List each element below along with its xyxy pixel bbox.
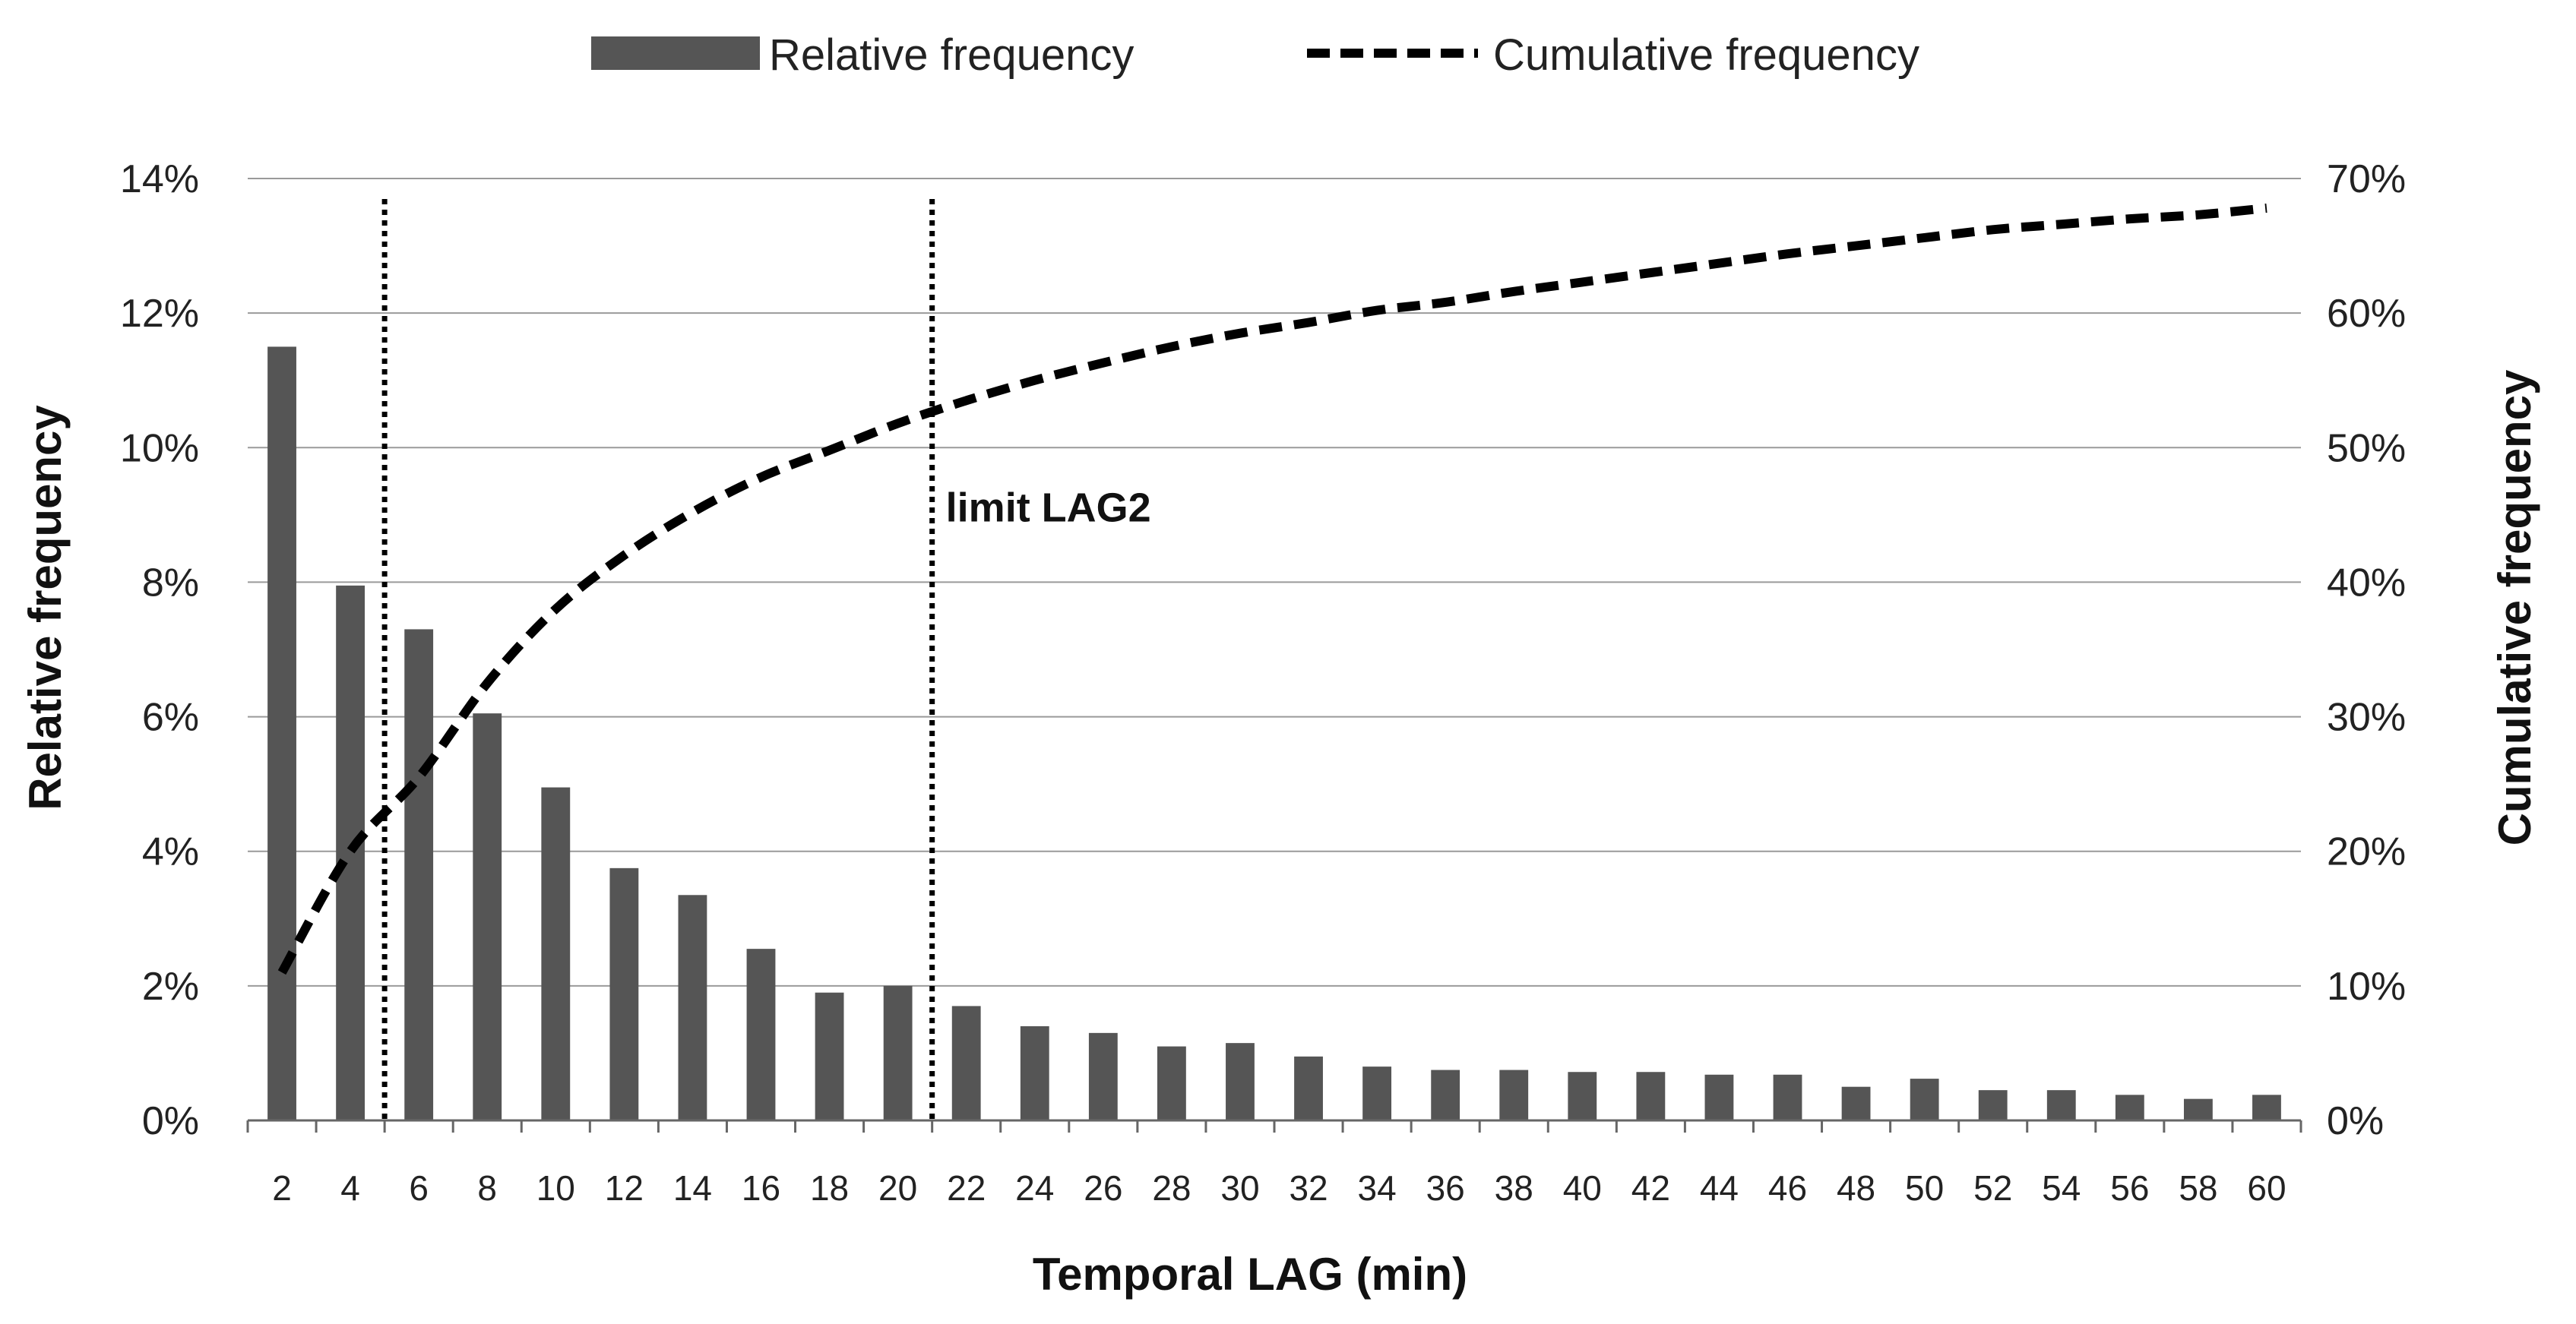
x-tick-label: 24 bbox=[1015, 1168, 1054, 1208]
x-tick-label: 30 bbox=[1220, 1168, 1259, 1208]
x-tick-label: 28 bbox=[1152, 1168, 1191, 1208]
y-left-tick-label: 2% bbox=[142, 965, 199, 1009]
x-tick-label: 8 bbox=[477, 1168, 497, 1208]
bar-52 bbox=[1978, 1090, 2008, 1120]
x-tick-label: 16 bbox=[742, 1168, 780, 1208]
bar-40 bbox=[1568, 1072, 1597, 1120]
bar-50 bbox=[1910, 1079, 1939, 1120]
x-tick-label: 44 bbox=[1700, 1168, 1739, 1208]
bar-54 bbox=[2046, 1090, 2076, 1120]
x-tick-label: 40 bbox=[1563, 1168, 1602, 1208]
x-axis-title: Temporal LAG (min) bbox=[1033, 1249, 1467, 1300]
legend-line-label: Cumulative frequency bbox=[1493, 30, 1919, 80]
y-axis-left-ticks: 0% 2% 4% 6% 8% 10% 12% 14% bbox=[120, 157, 199, 1143]
x-tick-label: 12 bbox=[605, 1168, 644, 1208]
x-tick-label: 48 bbox=[1837, 1168, 1875, 1208]
y-right-tick-label: 60% bbox=[2327, 292, 2406, 336]
bar-2 bbox=[267, 346, 296, 1120]
bar-44 bbox=[1704, 1074, 1734, 1120]
bar-30 bbox=[1226, 1043, 1255, 1120]
bar-4 bbox=[336, 585, 366, 1120]
y-left-tick-label: 12% bbox=[120, 292, 199, 336]
x-tick-label: 36 bbox=[1426, 1168, 1465, 1208]
x-tick-label: 32 bbox=[1289, 1168, 1328, 1208]
bar-20 bbox=[883, 985, 913, 1120]
reference-lines bbox=[381, 199, 935, 1120]
limit-lag2-annotation: limit LAG2 bbox=[946, 485, 1151, 531]
y-axis-right-ticks: 0% 10% 20% 30% 40% 50% 60% 70% bbox=[2327, 157, 2406, 1143]
y-right-tick-label: 20% bbox=[2327, 830, 2406, 874]
x-tick-label: 58 bbox=[2179, 1168, 2217, 1208]
x-tick-label: 4 bbox=[340, 1168, 360, 1208]
bar-26 bbox=[1088, 1032, 1118, 1120]
bar-12 bbox=[609, 867, 639, 1120]
bar-series bbox=[267, 346, 2281, 1120]
x-tick-label: 60 bbox=[2247, 1168, 2286, 1208]
bar-38 bbox=[1499, 1070, 1529, 1120]
bar-8 bbox=[473, 713, 502, 1120]
x-axis-ticks: 2 4 6 8 10 12 14 16 18 20 22 24 26 28 30 32 34 36 38 40 42 44… bbox=[272, 1168, 2286, 1208]
bar-32 bbox=[1294, 1056, 1323, 1120]
x-tick-label: 38 bbox=[1495, 1168, 1533, 1208]
bar-34 bbox=[1362, 1066, 1392, 1120]
x-tick-label: 54 bbox=[2042, 1168, 2081, 1208]
bar-42 bbox=[1636, 1072, 1666, 1120]
y-left-tick-label: 10% bbox=[120, 426, 199, 470]
bar-6 bbox=[404, 629, 434, 1120]
x-tick-label: 10 bbox=[536, 1168, 575, 1208]
legend: Relative frequency Cumulative frequency bbox=[591, 30, 1919, 80]
x-tick-label: 6 bbox=[409, 1168, 429, 1208]
bar-58 bbox=[2183, 1098, 2213, 1120]
bar-10 bbox=[541, 787, 571, 1120]
x-tick-label: 14 bbox=[673, 1168, 712, 1208]
y-left-tick-label: 0% bbox=[142, 1099, 199, 1143]
y-right-tick-label: 40% bbox=[2327, 561, 2406, 605]
y-left-tick-label: 4% bbox=[142, 830, 199, 874]
bar-46 bbox=[1773, 1074, 1802, 1120]
cumulative-frequency-line bbox=[277, 203, 2267, 975]
bar-16 bbox=[746, 949, 776, 1120]
bar-14 bbox=[678, 895, 707, 1120]
bar-36 bbox=[1431, 1070, 1460, 1120]
bar-24 bbox=[1020, 1026, 1049, 1120]
x-tick-label: 52 bbox=[1973, 1168, 2012, 1208]
y-left-tick-label: 6% bbox=[142, 696, 199, 740]
x-tick-label: 22 bbox=[947, 1168, 986, 1208]
y-left-tick-label: 8% bbox=[142, 561, 199, 605]
x-tick-label: 42 bbox=[1631, 1168, 1670, 1208]
y-left-tick-label: 14% bbox=[120, 157, 199, 201]
x-tick-label: 56 bbox=[2110, 1168, 2149, 1208]
y-right-tick-label: 50% bbox=[2327, 426, 2406, 470]
bar-48 bbox=[1841, 1086, 1871, 1120]
y-right-tick-label: 30% bbox=[2327, 696, 2406, 740]
bar-28 bbox=[1157, 1046, 1186, 1120]
bar-18 bbox=[815, 992, 844, 1120]
axes bbox=[246, 1119, 2302, 1133]
x-tick-label: 2 bbox=[272, 1168, 292, 1208]
x-tick-label: 26 bbox=[1084, 1168, 1122, 1208]
x-tick-label: 18 bbox=[810, 1168, 849, 1208]
bar-56 bbox=[2115, 1095, 2144, 1120]
x-tick-label: 34 bbox=[1358, 1168, 1397, 1208]
y-axis-right-title: Cumulative frequency bbox=[2489, 369, 2540, 845]
y-right-tick-label: 10% bbox=[2327, 965, 2406, 1009]
x-tick-label: 50 bbox=[1905, 1168, 1944, 1208]
x-tick-label: 46 bbox=[1768, 1168, 1807, 1208]
legend-bar-swatch bbox=[591, 36, 760, 70]
x-tick-label: 20 bbox=[878, 1168, 917, 1208]
y-right-tick-label: 70% bbox=[2327, 157, 2406, 201]
legend-bar-label: Relative frequency bbox=[769, 30, 1134, 80]
bar-22 bbox=[951, 1006, 981, 1120]
bar-60 bbox=[2252, 1095, 2281, 1120]
y-axis-left-title: Relative frequency bbox=[20, 405, 71, 811]
y-right-tick-label: 0% bbox=[2327, 1099, 2384, 1143]
